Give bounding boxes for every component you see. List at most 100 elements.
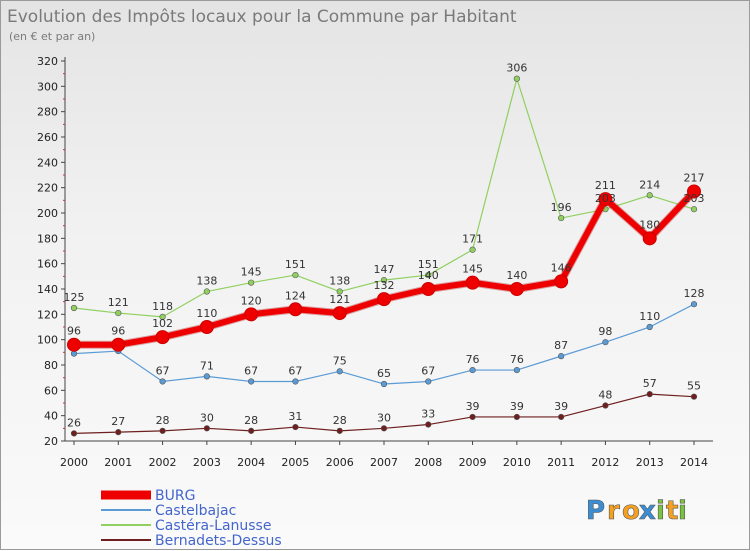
data-label: 211: [595, 179, 616, 192]
data-point: [598, 192, 613, 207]
data-label: 55: [687, 380, 701, 393]
data-label: 128: [684, 287, 705, 300]
data-label: 96: [67, 325, 81, 338]
data-label: 39: [510, 400, 524, 413]
data-point: [292, 271, 299, 279]
data-label: 26: [67, 416, 81, 429]
data-point: [248, 279, 255, 286]
data-label: 65: [377, 367, 391, 380]
data-point: [558, 353, 565, 360]
chart-title: Evolution des Impôts locaux pour la Comm…: [7, 7, 517, 27]
data-point: [336, 368, 343, 375]
data-label: 171: [462, 233, 483, 246]
y-tick-label: 180: [37, 232, 58, 245]
series-burg: [67, 184, 701, 352]
y-tick-label: 220: [37, 182, 58, 195]
data-label: 27: [111, 415, 125, 428]
logo-letter: x: [639, 496, 656, 526]
data-point: [646, 192, 653, 199]
data-label: 140: [418, 269, 439, 282]
data-label: 118: [152, 300, 173, 313]
data-label: 151: [285, 258, 306, 271]
data-label: 96: [111, 325, 125, 338]
data-label: 145: [462, 263, 483, 276]
data-label: 76: [510, 353, 524, 366]
data-label: 147: [374, 263, 395, 276]
data-label: 31: [288, 410, 302, 423]
data-point: [292, 378, 299, 385]
data-label: 67: [288, 364, 302, 377]
data-point: [155, 330, 170, 345]
data-point: [425, 421, 432, 428]
data-point: [244, 307, 259, 322]
y-tick-label: 60: [44, 384, 58, 397]
data-label: 30: [200, 411, 214, 424]
y-tick-label: 120: [37, 308, 58, 321]
x-tick-label: 2002: [149, 456, 177, 469]
data-label: 33: [421, 408, 435, 421]
data-point: [558, 413, 565, 421]
data-label: 102: [152, 317, 173, 330]
x-tick-label: 2007: [370, 456, 398, 469]
data-label: 196: [551, 201, 572, 214]
x-tick-label: 2005: [281, 456, 309, 469]
data-point: [203, 425, 210, 432]
data-label: 121: [329, 293, 350, 306]
y-tick-label: 20: [44, 435, 58, 448]
data-point: [336, 288, 343, 295]
x-tick-label: 2011: [547, 456, 575, 469]
data-label: 67: [244, 364, 258, 377]
data-label: 71: [200, 359, 214, 372]
legend-entry: Castelbajac: [101, 503, 236, 519]
data-point: [642, 231, 657, 246]
data-point: [380, 277, 388, 284]
data-point: [465, 275, 480, 290]
data-label: 87: [554, 339, 568, 352]
data-point: [646, 323, 653, 331]
data-label: 98: [598, 325, 612, 338]
data-label: 203: [684, 192, 705, 205]
data-label: 132: [374, 279, 395, 292]
y-tick-label: 300: [37, 80, 58, 93]
data-label: 28: [244, 414, 258, 427]
data-label: 28: [333, 414, 347, 427]
data-label: 124: [285, 289, 306, 302]
data-point: [203, 288, 210, 295]
data-point: [425, 271, 432, 279]
data-label: 48: [598, 389, 612, 402]
series-layer: [67, 75, 701, 437]
data-label: 28: [156, 414, 170, 427]
data-point: [513, 75, 520, 82]
data-label: 121: [108, 296, 129, 309]
logo-letter: P: [586, 496, 605, 526]
data-label: 140: [506, 269, 527, 282]
data-point: [159, 427, 166, 434]
data-point: [380, 425, 388, 432]
y-tick-label: 240: [37, 156, 58, 169]
data-point: [421, 282, 436, 296]
legend-entry: Bernadets-Dessus: [101, 533, 282, 549]
legend-label: Castéra-Lanusse: [155, 518, 271, 534]
legend-entry: BURG: [101, 488, 195, 504]
data-point: [67, 337, 81, 352]
data-label: 306: [506, 62, 527, 75]
legend: BURGCastelbajacCastéra-LanusseBernadets-…: [101, 488, 282, 549]
x-tick-label: 2003: [193, 456, 221, 469]
x-tick-label: 2012: [591, 456, 619, 469]
data-point: [377, 292, 391, 307]
data-label: 138: [329, 275, 350, 288]
series-bernadets-dessus: [70, 391, 698, 437]
y-tick-label: 40: [44, 410, 58, 423]
data-point: [332, 306, 347, 321]
data-label: 203: [595, 192, 616, 205]
y-tick-label: 160: [37, 258, 58, 271]
data-label: 138: [196, 275, 217, 288]
data-point: [469, 413, 476, 421]
data-point: [425, 378, 432, 385]
data-point: [513, 366, 520, 374]
series-castelbajac: [70, 301, 698, 388]
data-point: [469, 366, 476, 374]
data-point: [115, 309, 122, 317]
y-tick-label: 100: [37, 334, 58, 347]
